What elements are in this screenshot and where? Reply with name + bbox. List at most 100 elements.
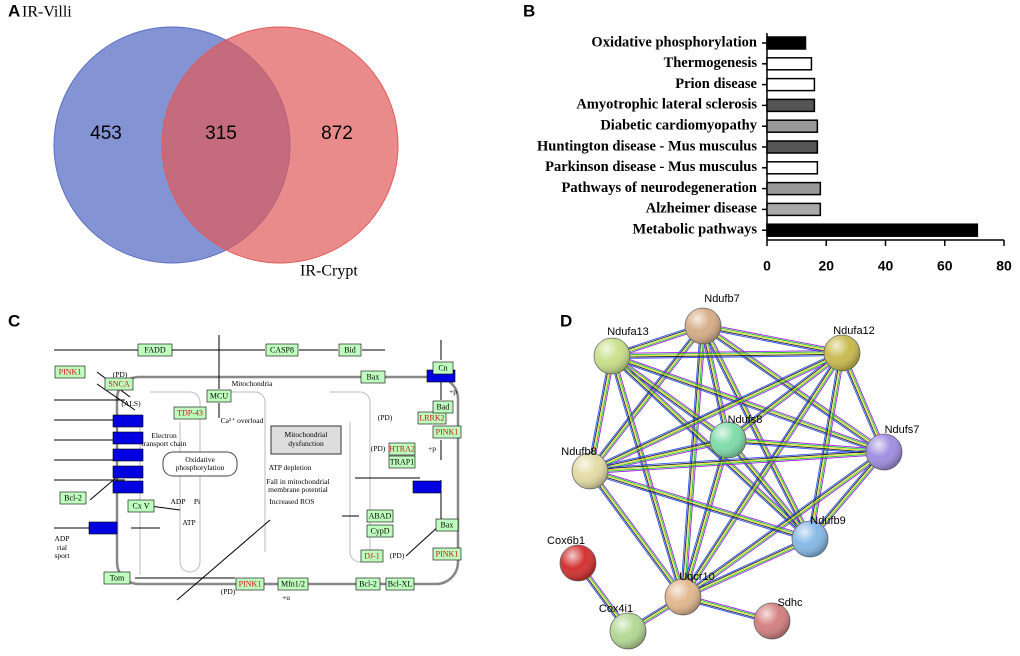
node-label: Ndufb7 — [704, 293, 739, 305]
y-tick-label: Alzheimer disease — [646, 201, 758, 217]
network-edge — [611, 349, 843, 360]
x-tick-label: 80 — [996, 258, 1012, 274]
gene-box — [54, 365, 86, 379]
edge-strand — [682, 451, 885, 598]
edge-strand — [679, 325, 701, 597]
pathway-label: Bcl-XL — [388, 579, 413, 588]
network-edge — [587, 324, 706, 473]
edge-strand — [681, 536, 810, 596]
edge-strand — [612, 355, 685, 597]
pathway-label: (ALS) — [121, 399, 141, 408]
gene-box — [277, 577, 309, 591]
edge-strand — [702, 325, 843, 354]
gene-box — [366, 524, 394, 538]
edge-strand — [682, 537, 810, 597]
bar — [766, 36, 807, 50]
edge-strand — [703, 325, 812, 539]
edge-strand — [728, 438, 885, 452]
pathway-label: Increased ROS — [269, 497, 314, 506]
gene-box — [385, 577, 415, 591]
edge-strand — [702, 325, 885, 453]
bar — [766, 119, 819, 133]
edge-strand — [589, 471, 810, 541]
edge-strand — [589, 325, 704, 472]
bar — [766, 161, 819, 175]
gene-box — [366, 509, 394, 523]
bar — [766, 181, 822, 196]
y-tick-label: Thermogenesis — [664, 55, 758, 71]
edge-strand — [683, 440, 730, 598]
edge-strand — [684, 354, 845, 599]
edge-strand — [612, 355, 843, 360]
gene-box — [432, 400, 454, 414]
edge-strand — [588, 324, 703, 471]
bar — [766, 98, 816, 113]
edge-strand — [729, 354, 844, 443]
gene-box — [360, 549, 384, 563]
pathway-label: Mitochondrial — [285, 430, 328, 439]
node-shine — [824, 335, 860, 371]
network-edge — [587, 355, 615, 472]
node-shine — [594, 338, 630, 374]
pathway-label: Oxidative — [185, 455, 215, 464]
edge-strand — [610, 356, 683, 598]
y-tick-label: Amyotrophic lateral sclerosis — [576, 97, 757, 113]
pathway-label: Fall in mitochondrial — [266, 477, 329, 486]
edge-strand — [589, 470, 684, 598]
node-shine — [560, 545, 596, 581]
pathway-label: (PD) — [378, 413, 393, 422]
gene-box — [432, 361, 454, 375]
edge-strand — [682, 352, 843, 598]
edge-strand — [726, 351, 842, 440]
edge-strand — [589, 437, 728, 469]
pathway-label: +u — [282, 593, 290, 602]
edge-strand — [727, 439, 885, 453]
edge-strand — [728, 353, 844, 442]
edge-strand — [702, 326, 842, 355]
network-edge — [701, 323, 886, 455]
x-tick-label: 60 — [937, 258, 953, 274]
edge-strand — [612, 354, 885, 452]
pathway-label: MCU — [210, 391, 228, 400]
edge-strand — [726, 440, 810, 541]
edge-strand — [703, 324, 843, 353]
x-tick-label: 40 — [878, 258, 894, 274]
edge-strand — [810, 452, 886, 541]
panel-label: D — [560, 311, 572, 330]
edge-strand — [684, 453, 886, 600]
edge-strand — [683, 452, 886, 599]
pathway-label: Bcl-2 — [359, 579, 377, 588]
y-tick-label: Prion disease — [675, 76, 757, 92]
panel-label: B — [523, 1, 535, 20]
node-label: Uqcr10 — [679, 571, 714, 583]
edge-strand — [683, 353, 844, 598]
edge-strand — [589, 473, 810, 542]
pathway-label: sport — [55, 551, 71, 560]
pathway-label: Bid — [344, 345, 356, 354]
pathway-label: PINK1 — [59, 367, 82, 376]
edge-strand — [610, 356, 810, 541]
node-label: Ndufs8 — [728, 414, 763, 426]
network-edge — [610, 353, 886, 455]
network-edge — [588, 350, 844, 474]
pathway-label: SNCA — [108, 379, 130, 388]
pathway-label: Ca²⁺ overload — [221, 416, 264, 425]
edge-strand — [727, 352, 843, 441]
edge-strand — [680, 351, 841, 596]
pathway-label: PINK1 — [436, 549, 459, 558]
bar — [766, 77, 816, 92]
set-label: IR-Crypt — [300, 263, 358, 280]
edge-strand — [588, 355, 612, 471]
node-label: Ndufa12 — [833, 325, 875, 337]
edge-strand — [611, 355, 885, 453]
pathway-label: PINK1 — [436, 427, 459, 436]
y-tick-label: Pathways of neurodegeneration — [562, 180, 757, 196]
y-tick-label: Parkinson disease - Mus musculus — [545, 159, 757, 175]
edge-strand — [806, 352, 840, 539]
y-tick-label: Diabetic cardiomyopathy — [600, 118, 757, 134]
edge-strand — [700, 326, 726, 441]
edge-strand — [611, 355, 811, 540]
edge-strand — [611, 352, 843, 357]
pathway-label: Pi — [194, 497, 200, 506]
pathway-label: CypD — [370, 526, 389, 535]
